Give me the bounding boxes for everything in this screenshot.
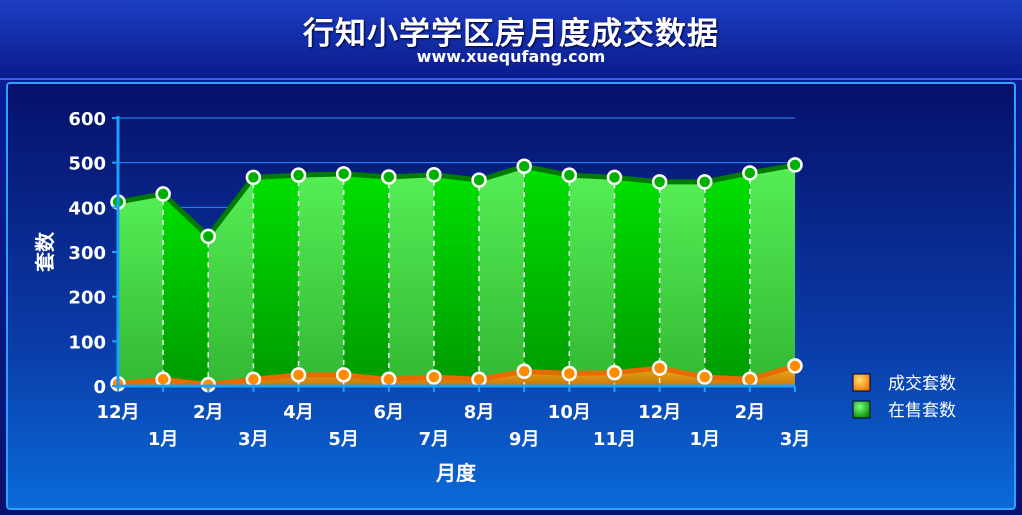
sale-point — [606, 169, 623, 186]
deal-point — [561, 365, 578, 382]
deal-point — [155, 371, 171, 388]
deal-point — [651, 360, 668, 376]
deal-series-line — [117, 363, 796, 388]
sale-area-segment — [479, 166, 525, 386]
y-tick-label: 200 — [68, 288, 106, 309]
deal-point — [471, 371, 487, 388]
x-tick-label: 7月 — [419, 429, 450, 450]
y-axis-title: 套数 — [33, 231, 57, 272]
axis-labels: 0 100 200 300 400 500 600 12月 1月 2月 3月 4月 5月 6月 7月 8月 9月… — [33, 109, 810, 485]
deal-point — [696, 369, 713, 385]
sale-area-segment — [343, 173, 389, 386]
sale-series-line — [117, 162, 796, 239]
x-tick-label: 1月 — [689, 429, 720, 450]
x-tick-label: 5月 — [328, 429, 359, 450]
sale-area-segment — [388, 174, 434, 386]
sale-area-segment — [749, 164, 795, 386]
x-tick-label: 3月 — [238, 429, 269, 450]
deal-point — [426, 369, 442, 385]
x-tick-label: 2月 — [735, 402, 766, 423]
chart-title: 行知小学学区房月度成交数据 — [303, 16, 719, 52]
sale-area-segment — [704, 172, 750, 386]
sale-point — [155, 186, 171, 202]
sale-point — [426, 166, 442, 183]
chart-subtitle: www.xuequfang.com — [416, 47, 606, 66]
sale-point — [516, 158, 532, 174]
sale-area-segment — [253, 175, 299, 386]
x-tick-label: 12月 — [96, 402, 139, 423]
sale-point — [787, 157, 803, 173]
sale-point — [245, 169, 262, 186]
sale-point — [290, 167, 307, 183]
x-tick-label: 1月 — [148, 429, 179, 450]
sale-point — [742, 165, 758, 181]
data-markers — [110, 157, 803, 393]
sale-area-segment — [298, 173, 344, 386]
y-tick-label: 100 — [68, 332, 106, 353]
deal-point — [290, 367, 307, 383]
y-tick-label: 300 — [68, 243, 106, 264]
sale-area-segment — [208, 177, 254, 386]
deal-point — [381, 371, 397, 388]
area-bands — [118, 164, 795, 386]
sale-area-segment — [433, 174, 480, 386]
sale-area-segment — [118, 193, 164, 386]
sale-point — [200, 228, 217, 245]
x-tick-label: 10月 — [548, 402, 591, 423]
series-lines — [117, 162, 796, 388]
legend-swatch — [852, 373, 871, 392]
sale-point — [335, 166, 352, 182]
x-tick-label: 6月 — [374, 402, 405, 423]
deal-area — [118, 365, 795, 386]
deal-point — [787, 358, 803, 374]
x-tick-label: 4月 — [283, 402, 314, 423]
deal-point — [245, 371, 262, 388]
x-tick-label: 9月 — [509, 429, 540, 450]
sale-point — [381, 169, 397, 185]
sale-area-segment — [614, 177, 660, 386]
sale-area-segment — [163, 193, 209, 386]
sale-area-segment — [569, 175, 615, 386]
axes — [112, 116, 796, 392]
x-axis-title: 月度 — [435, 461, 477, 485]
deal-point — [606, 364, 623, 381]
legend-label: 成交套数 — [888, 374, 956, 394]
sale-point — [696, 174, 713, 190]
sale-point — [561, 167, 578, 183]
sale-point — [471, 172, 487, 188]
sale-point — [651, 174, 668, 190]
y-tick-label: 400 — [68, 198, 106, 219]
legend-label: 在售套数 — [888, 401, 956, 421]
legend-swatch — [852, 400, 871, 419]
y-tick-label: 500 — [68, 154, 106, 175]
sale-area-segment — [524, 166, 570, 386]
x-tick-label: 8月 — [464, 402, 495, 423]
chart-header: 行知小学学区房月度成交数据 www.xuequfang.com — [0, 0, 1022, 80]
deal-point — [742, 371, 758, 388]
deal-point — [335, 367, 352, 383]
x-tick-label: 2月 — [193, 402, 224, 423]
x-tick-label: 3月 — [780, 429, 811, 450]
sale-area-segment — [659, 181, 705, 386]
drop-lines — [162, 172, 751, 386]
deal-point — [516, 363, 532, 380]
y-tick-label: 0 — [93, 377, 106, 398]
x-tick-label: 11月 — [593, 429, 636, 450]
x-tick-label: 12月 — [638, 402, 681, 423]
y-tick-label: 600 — [68, 109, 106, 130]
